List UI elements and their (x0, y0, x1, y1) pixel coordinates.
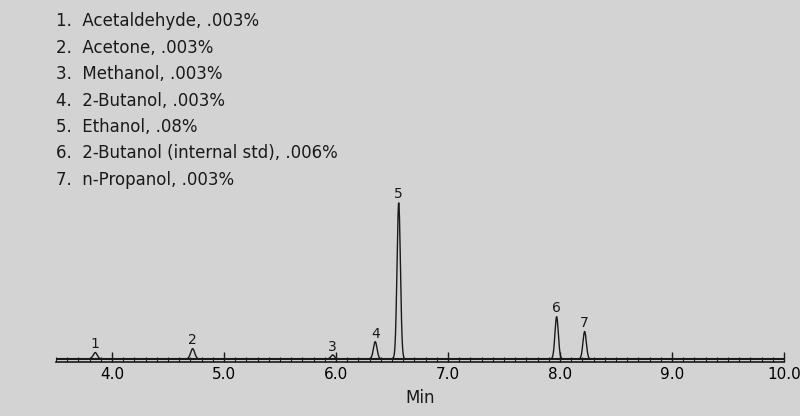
Text: 1.  Acetaldehyde, .003%
2.  Acetone, .003%
3.  Methanol, .003%
4.  2-Butanol, .0: 1. Acetaldehyde, .003% 2. Acetone, .003%… (56, 12, 338, 189)
Text: 5: 5 (394, 187, 403, 201)
Text: 7: 7 (580, 316, 589, 330)
Text: 3: 3 (328, 340, 337, 354)
Text: 4: 4 (371, 327, 379, 341)
Text: 6: 6 (552, 301, 561, 315)
X-axis label: Min: Min (406, 389, 434, 407)
Text: 2: 2 (188, 333, 197, 347)
Text: 1: 1 (90, 337, 100, 351)
